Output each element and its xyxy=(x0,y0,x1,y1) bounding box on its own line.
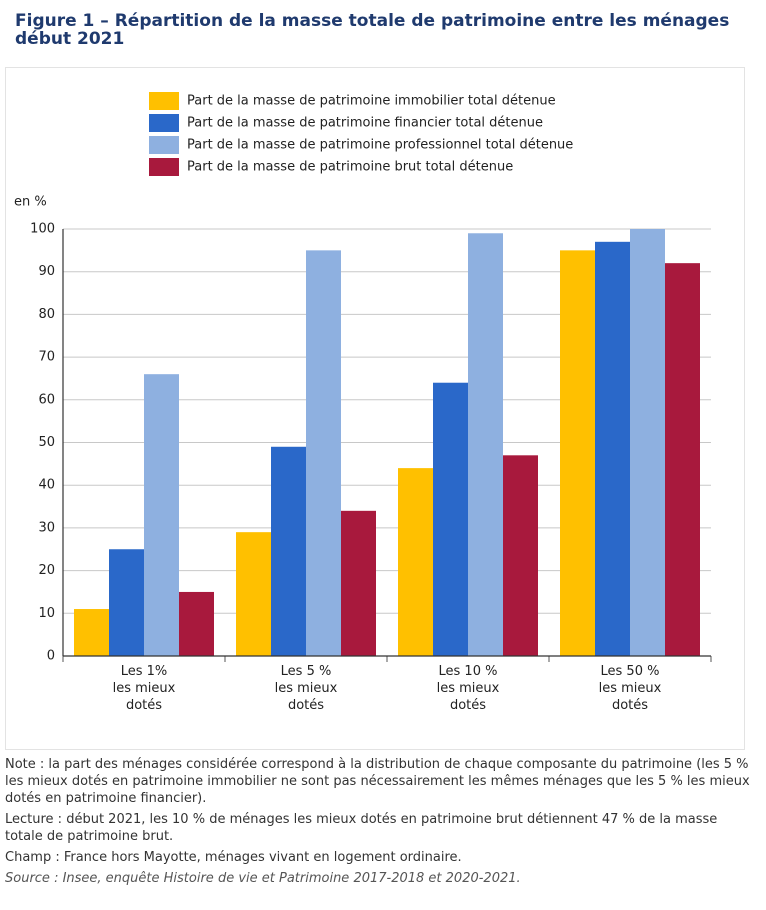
bar xyxy=(503,455,538,656)
bar xyxy=(433,382,468,656)
y-tick-label: 100 xyxy=(30,222,55,237)
y-tick-label: 90 xyxy=(38,264,55,279)
source: Source : Insee, enquête Histoire de vie … xyxy=(5,871,521,886)
bar xyxy=(236,532,271,656)
chart: Part de la masse de patrimoine immobilie… xyxy=(14,92,712,664)
bar xyxy=(179,591,214,656)
figure-title: Figure 1 – Répartition de la masse total… xyxy=(15,11,730,49)
y-tick-label: 30 xyxy=(38,520,55,535)
legend-swatch xyxy=(149,158,179,176)
bar xyxy=(74,609,109,656)
legend-swatch xyxy=(149,92,179,110)
x-tick-label: Les 5 % les mieux dotés xyxy=(274,664,338,713)
y-tick-label: 70 xyxy=(38,350,55,365)
bar xyxy=(560,250,595,656)
legend-label: Part de la masse de patrimoine financier… xyxy=(187,116,543,131)
legend-label: Part de la masse de patrimoine brut tota… xyxy=(187,160,513,175)
y-tick-label: 10 xyxy=(38,606,55,621)
bar xyxy=(630,229,665,656)
y-tick-label: 50 xyxy=(38,435,55,450)
x-tick-label: Les 50 % les mieux dotés xyxy=(598,664,662,713)
bar xyxy=(271,446,306,656)
bar xyxy=(595,241,630,656)
bar xyxy=(665,263,700,656)
reading: Lecture : début 2021, les 10 % de ménage… xyxy=(5,812,718,844)
legend-swatch xyxy=(149,114,179,132)
bar xyxy=(306,250,341,656)
legend-label: Part de la masse de patrimoine professio… xyxy=(187,138,573,153)
y-tick-label: 80 xyxy=(38,307,55,322)
y-axis-label: en % xyxy=(14,195,47,210)
x-tick-label: Les 10 % les mieux dotés xyxy=(436,664,500,713)
bar xyxy=(109,549,144,656)
legend-swatch xyxy=(149,136,179,154)
notes: Note : la part des ménages considérée co… xyxy=(5,756,750,891)
chart-panel: Part de la masse de patrimoine immobilie… xyxy=(5,67,745,750)
bar xyxy=(468,233,503,656)
y-tick-label: 20 xyxy=(38,563,55,578)
y-tick-label: 0 xyxy=(47,649,55,664)
y-tick-label: 60 xyxy=(38,392,55,407)
bar xyxy=(398,468,433,656)
note: Note : la part des ménages considérée co… xyxy=(5,757,750,806)
bar xyxy=(341,510,376,656)
y-tick-label: 40 xyxy=(38,478,55,493)
x-tick-label: Les 1% les mieux dotés xyxy=(112,664,176,713)
bar xyxy=(144,374,179,656)
legend-label: Part de la masse de patrimoine immobilie… xyxy=(187,94,556,109)
scope: Champ : France hors Mayotte, ménages viv… xyxy=(5,850,462,865)
